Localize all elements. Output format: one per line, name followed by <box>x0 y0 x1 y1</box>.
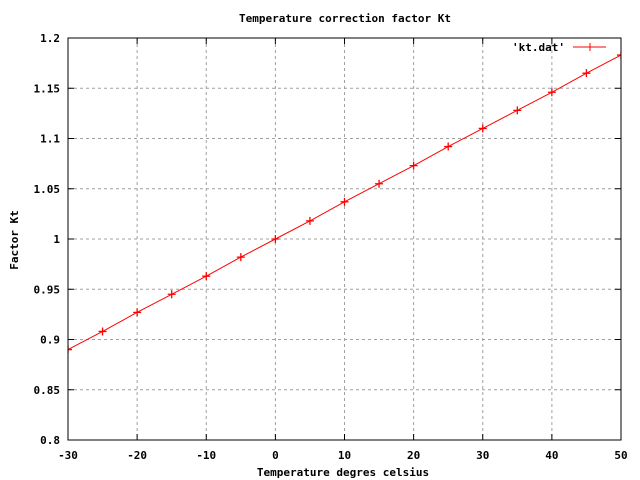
data-point <box>305 216 314 225</box>
y-tick-label: 1 <box>53 233 60 246</box>
chart-title: Temperature correction factor Kt <box>239 12 451 25</box>
x-tick-label: 30 <box>476 449 489 462</box>
data-point <box>478 124 487 133</box>
data-point <box>271 235 280 243</box>
data-point <box>167 290 176 299</box>
x-tick-label: 20 <box>407 449 420 462</box>
y-tick-label: 0.8 <box>40 434 60 447</box>
y-tick-label: 1.1 <box>40 133 60 146</box>
data-point <box>409 161 418 170</box>
x-tick-label: -10 <box>196 449 216 462</box>
y-tick-label: 1.05 <box>34 183 61 196</box>
y-tick-label: 1.2 <box>40 32 60 45</box>
y-tick-label: 0.85 <box>34 384 61 397</box>
data-point <box>202 272 211 281</box>
ticks: -30 -20 -10 0 10 20 30 40 50 0.8 0.85 0.9 0.95 1 1.05 1… <box>34 32 628 462</box>
data-point <box>513 106 522 115</box>
data-point <box>444 142 453 151</box>
legend-marker <box>586 43 594 51</box>
y-tick-label: 1.15 <box>34 82 61 95</box>
x-tick-label: -20 <box>127 449 147 462</box>
y-tick-label: 0.95 <box>34 283 61 296</box>
legend-label: 'kt.dat' <box>512 41 565 54</box>
y-axis-label: Factor Kt <box>8 210 21 270</box>
legend: 'kt.dat' <box>512 41 606 54</box>
data-point <box>340 197 349 206</box>
data-point <box>375 179 384 188</box>
data-point <box>236 253 245 262</box>
data-point <box>547 88 556 97</box>
grid <box>68 38 621 440</box>
y-tick-label: 0.9 <box>40 334 60 347</box>
data-point <box>98 327 107 336</box>
x-axis-label: Temperature degres celsius <box>257 466 429 479</box>
x-tick-label: 10 <box>338 449 351 462</box>
x-tick-label: -30 <box>58 449 78 462</box>
series-kt-dat <box>68 51 621 354</box>
x-tick-label: 40 <box>545 449 558 462</box>
data-point <box>617 51 621 60</box>
data-point <box>582 69 591 78</box>
x-tick-label: 50 <box>614 449 627 462</box>
x-tick-label: 0 <box>272 449 279 462</box>
data-point <box>133 308 142 317</box>
series-group <box>68 51 621 354</box>
data-point <box>68 345 72 354</box>
